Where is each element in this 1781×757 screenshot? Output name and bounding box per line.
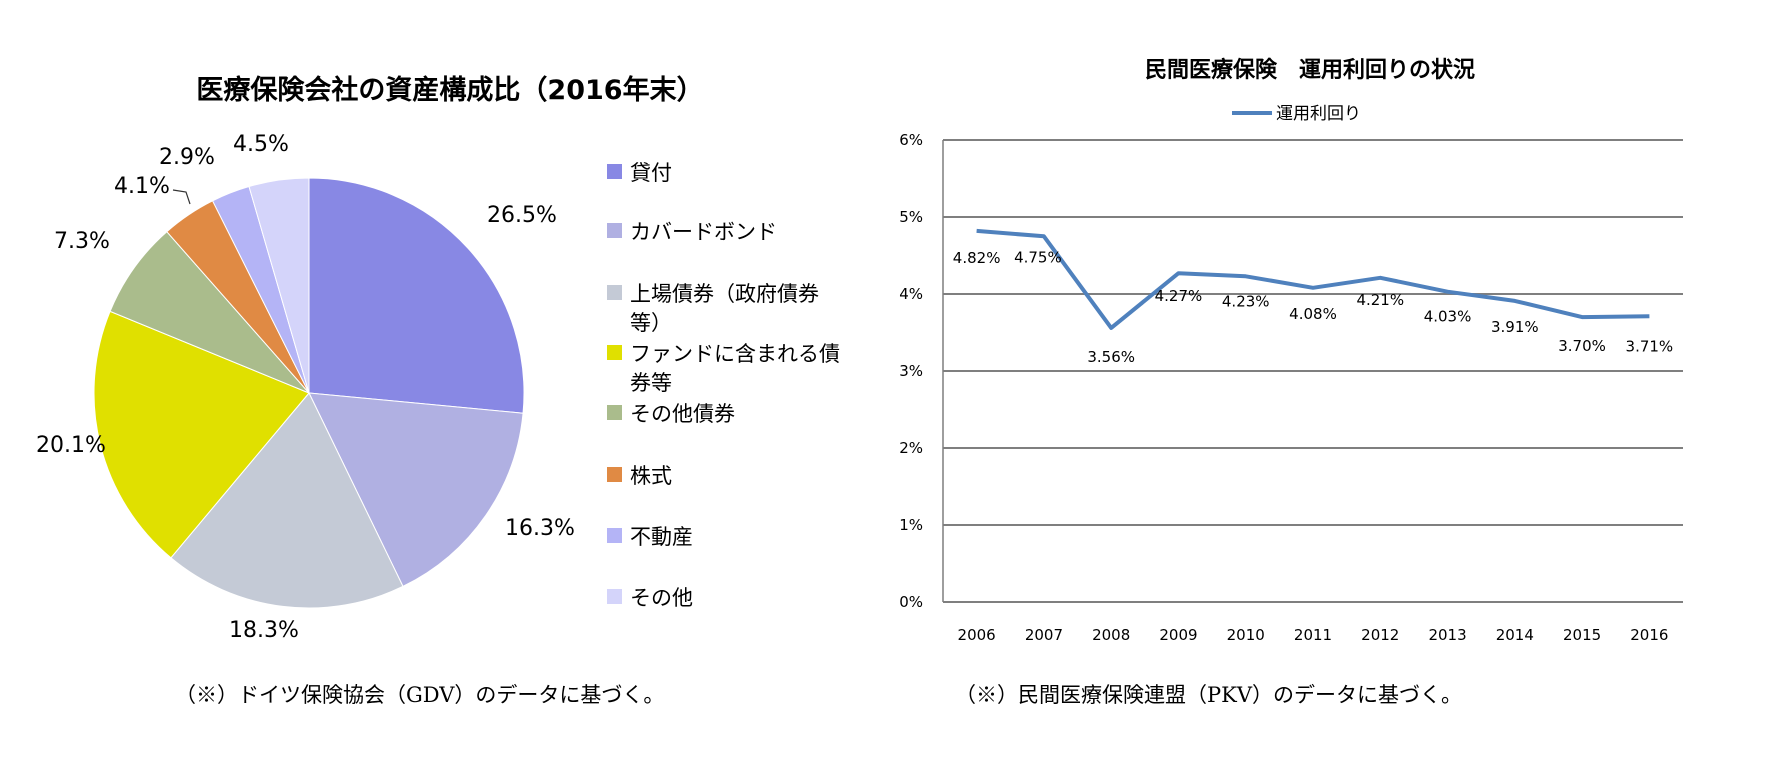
x-tick-2016: 2016 — [1630, 626, 1668, 644]
pie-slice-1 — [308, 177, 525, 414]
legend-label-6: 株式 — [630, 464, 672, 488]
line-chart-title: 民間医療保険 運用利回りの状況 — [1145, 57, 1475, 83]
x-tick-2012: 2012 — [1361, 626, 1399, 644]
pie-slice-5 — [109, 231, 310, 394]
data-label-2016: 3.71% — [1626, 337, 1674, 355]
y-tick-6: 6% — [899, 131, 923, 149]
pie-slice-8 — [248, 177, 310, 394]
legend-swatch-8 — [607, 589, 622, 604]
x-tick-2011: 2011 — [1294, 626, 1332, 644]
data-label-2012: 4.21% — [1356, 291, 1404, 309]
data-label-2008: 3.56% — [1087, 348, 1135, 366]
line-x-tick-labels: 2006 2007 2008 2009 2010 2011 2012 2013 2014 2015… — [958, 626, 1669, 644]
pie-pct-label-1: 26.5% — [487, 203, 557, 228]
legend-swatch-3 — [607, 285, 622, 300]
legend-label-1: 貸付 — [630, 161, 672, 185]
pie-slices — [93, 177, 525, 609]
pie-pct-label-4: 20.1% — [36, 433, 106, 458]
legend-label-4: ファンドに含まれる債 — [630, 342, 840, 366]
pie-pct-label-6: 4.1% — [114, 174, 170, 199]
pie-source-note: （※）ドイツ保険協会（GDV）のデータに基づく。 — [175, 683, 664, 707]
pie-pct-labels: 26.5% 16.3% 18.3% 20.1% 7.3% 4.1% 2.9% 4.5% — [36, 132, 575, 643]
pie-slice-4 — [93, 310, 310, 559]
pie-pct-label-7: 2.9% — [159, 145, 215, 170]
data-label-2011: 4.08% — [1289, 305, 1337, 323]
data-label-2006: 4.82% — [953, 249, 1001, 267]
x-tick-2006: 2006 — [958, 626, 996, 644]
line-y-tick-labels: 0% 1% 2% 3% 4% 5% 6% — [899, 131, 923, 611]
line-gridlines — [942, 139, 1683, 603]
pie-pct-label-8: 4.5% — [233, 132, 289, 157]
legend-label-8: その他 — [630, 586, 693, 610]
legend-label-4-cont: 券等 — [630, 371, 672, 395]
pie-chart: 医療保険会社の資産構成比（2016年末） 26.5% 16.3% 18.3% 20.1… — [36, 74, 840, 707]
legend-label-3-cont: 等） — [630, 311, 672, 335]
line-series-yield — [976, 228, 1650, 330]
line-chart: 民間医療保険 運用利回りの状況 運用利回り 0% 1% 2% 3% 4% 5% 6% 200… — [899, 57, 1683, 707]
y-tick-4: 4% — [899, 285, 923, 303]
data-label-2015: 3.70% — [1558, 337, 1606, 355]
y-tick-5: 5% — [899, 208, 923, 226]
y-tick-3: 3% — [899, 362, 923, 380]
y-tick-2: 2% — [899, 439, 923, 457]
legend-label-3: 上場債券（政府債券 — [630, 282, 819, 306]
legend-label-2: カバードボンド — [630, 220, 777, 244]
x-tick-2015: 2015 — [1563, 626, 1601, 644]
legend-swatch-6 — [607, 467, 622, 482]
legend-swatch-1 — [607, 164, 622, 179]
x-tick-2009: 2009 — [1159, 626, 1197, 644]
data-label-2014: 3.91% — [1491, 318, 1539, 336]
pie-pct-label-3: 18.3% — [229, 618, 299, 643]
x-tick-2007: 2007 — [1025, 626, 1063, 644]
y-tick-0: 0% — [899, 593, 923, 611]
pie-pct-label-2: 16.3% — [505, 516, 575, 541]
x-tick-2010: 2010 — [1227, 626, 1265, 644]
legend-swatch-2 — [607, 223, 622, 238]
legend-swatch-5 — [607, 405, 622, 420]
x-tick-2013: 2013 — [1428, 626, 1466, 644]
pie-slice-2 — [308, 392, 524, 588]
data-label-2010: 4.23% — [1222, 292, 1270, 310]
legend-label-7: 不動産 — [630, 525, 693, 549]
y-tick-1: 1% — [899, 516, 923, 534]
x-tick-2014: 2014 — [1496, 626, 1534, 644]
line-data-labels: 4.82% 4.75% 3.56% 4.27% 4.23% 4.08% 4.21% 4.03%… — [953, 248, 1673, 366]
pie-pct-label-5: 7.3% — [54, 229, 110, 254]
x-tick-2008: 2008 — [1092, 626, 1130, 644]
legend-swatch-4 — [607, 345, 622, 360]
data-label-2009: 4.27% — [1155, 287, 1203, 305]
line-source-note: （※）民間医療保険連盟（PKV）のデータに基づく。 — [955, 683, 1462, 707]
data-label-2007: 4.75% — [1014, 248, 1062, 266]
line-legend-label: 運用利回り — [1276, 104, 1361, 124]
legend-label-5: その他債券 — [630, 402, 735, 426]
legend-swatch-7 — [607, 528, 622, 543]
pie-slice-3 — [170, 392, 404, 609]
data-label-2013: 4.03% — [1424, 308, 1472, 326]
pie-leader-line — [172, 189, 191, 205]
pie-chart-title: 医療保険会社の資産構成比（2016年末） — [196, 74, 703, 106]
